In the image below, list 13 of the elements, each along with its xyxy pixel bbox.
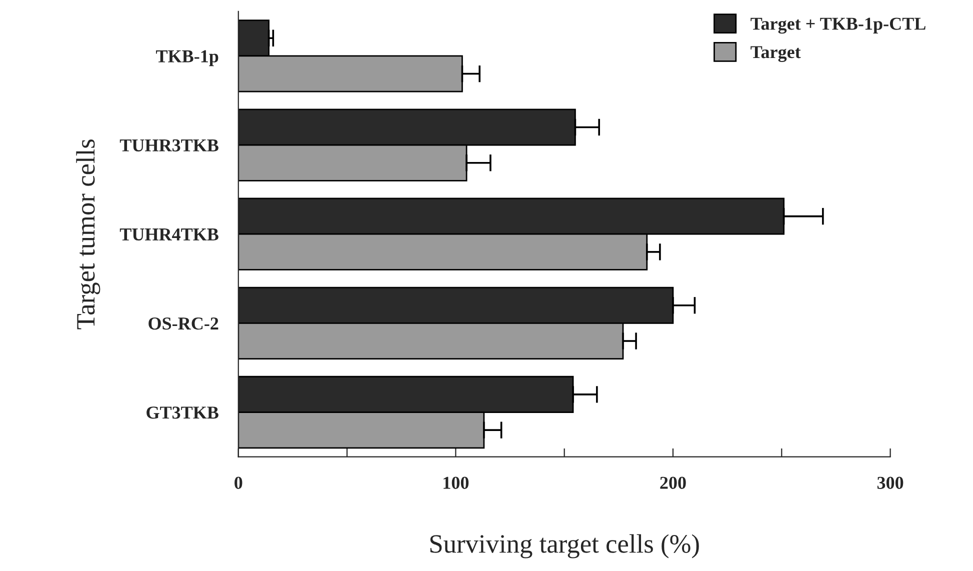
y-tick-label: GT3TKB (146, 406, 218, 419)
x-tick-label: 300 (877, 476, 904, 489)
y-tick-label: OS-RC-2 (148, 317, 218, 330)
legend-label: Target + TKB-1p-CTL (750, 18, 926, 34)
legend-label: Target (750, 46, 801, 62)
y-tick-label: TUHR3TKB (120, 139, 218, 152)
x-tick-label: 200 (660, 476, 686, 489)
x-tick-label: 0 (234, 476, 242, 489)
y-tick-label: TUHR4TKB (120, 228, 218, 241)
y-axis-title: Target tumor cells (76, 140, 100, 330)
y-tick-label: TKB-1p (156, 50, 218, 66)
x-tick-label: 100 (444, 476, 469, 489)
x-axis-title: Surviving target cells (%) (430, 534, 699, 558)
